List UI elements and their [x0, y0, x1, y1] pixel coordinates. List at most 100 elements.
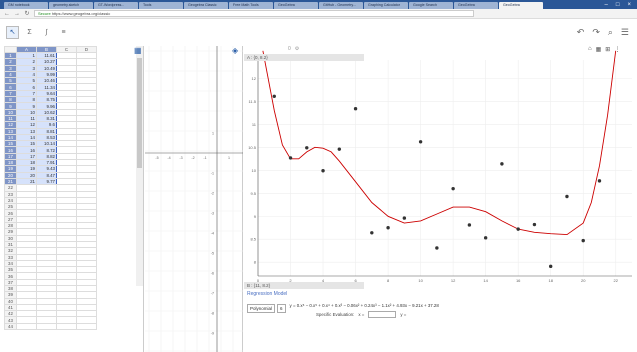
browser-tab[interactable]: Google Search	[409, 2, 453, 9]
close-icon[interactable]: ×	[627, 1, 631, 8]
browser-tab[interactable]: GitHub - Geometry...	[319, 2, 363, 9]
cell-empty[interactable]	[76, 316, 97, 324]
regression-curve[interactable]	[262, 50, 617, 236]
back-icon[interactable]: ←	[4, 10, 10, 17]
browser-tab[interactable]: Graphing Calculator	[364, 2, 408, 9]
home-icon[interactable]: ⌂	[588, 46, 592, 52]
point-b-label[interactable]: B : {11, 8.2}	[244, 282, 364, 289]
move-tool-icon[interactable]: ↖	[6, 26, 19, 39]
graphics-2-canvas[interactable]: -5-4-3-2-111-1-2-3-4-5-6-7-8-9-10	[145, 46, 243, 352]
data-point[interactable]	[467, 223, 472, 227]
cell-empty[interactable]	[76, 102, 97, 110]
sheet-row: 39	[4, 291, 97, 299]
browser-tab[interactable]: GeoGebra	[454, 2, 498, 9]
data-point[interactable]	[548, 264, 553, 269]
reload-icon[interactable]: ↻	[24, 11, 30, 17]
browser-tab[interactable]: Geogebra Classic	[184, 2, 228, 9]
cell-empty[interactable]	[76, 297, 97, 305]
data-point[interactable]	[418, 140, 423, 144]
cell-empty[interactable]	[76, 83, 97, 91]
data-point[interactable]	[353, 107, 358, 111]
model-select[interactable]: Polynomial	[247, 304, 276, 313]
sheet-row: 35	[4, 266, 97, 274]
y-tick-label: 12	[252, 76, 257, 81]
cell-empty[interactable]	[76, 77, 97, 85]
data-point[interactable]	[435, 246, 439, 250]
more-icon[interactable]: ⋮	[614, 47, 621, 53]
data-point[interactable]	[386, 226, 390, 230]
cell-empty[interactable]	[76, 253, 97, 261]
browser-tab[interactable]: GeoGebra	[499, 2, 543, 9]
cell-empty[interactable]	[76, 266, 97, 274]
redo-icon[interactable]: ↷	[592, 27, 600, 37]
cell-empty[interactable]	[76, 96, 97, 104]
graphics-style-icon[interactable]: ◈	[232, 46, 239, 55]
point-a-label[interactable]: A : {0, 8.2}	[244, 54, 364, 61]
cell-empty[interactable]	[76, 284, 97, 293]
cell-b[interactable]	[36, 322, 57, 331]
cell-empty[interactable]	[76, 121, 97, 129]
data-point[interactable]	[337, 147, 342, 151]
axes-icon[interactable]: ⊞	[605, 47, 611, 53]
data-point[interactable]	[272, 94, 276, 99]
cell-tool-icon[interactable]: Σ	[27, 29, 32, 36]
data-point[interactable]	[305, 146, 309, 150]
forward-icon[interactable]: →	[14, 10, 20, 17]
cell-empty[interactable]	[76, 272, 97, 280]
cell-empty[interactable]	[76, 64, 97, 72]
statistics-tool-icon[interactable]: ≡	[61, 29, 66, 36]
cell-empty[interactable]	[76, 322, 97, 331]
cell-empty[interactable]	[76, 303, 97, 312]
undo-icon[interactable]: ↶	[576, 27, 585, 37]
y-tick-label: -6	[211, 272, 214, 276]
browser-tab[interactable]: Free Math Tools	[229, 2, 273, 9]
data-point[interactable]	[532, 222, 537, 227]
graphics-view-2[interactable]: -5-4-3-2-111-1-2-3-4-5-6-7-8-9-10	[145, 46, 243, 352]
cell-empty[interactable]	[76, 310, 97, 318]
search-icon[interactable]: ⌕	[607, 27, 613, 37]
data-point[interactable]	[288, 156, 293, 160]
cell-empty[interactable]	[76, 70, 97, 79]
settings-icon[interactable]: ⚙	[294, 46, 300, 52]
browser-tab[interactable]: geometry.sketch	[49, 2, 93, 9]
graphics-1-canvas[interactable]: 0 2 4 6 8 10 12 14 16 18 20 22 8 8.5 9 9.5 10 10.5 11 11.5 1…	[244, 46, 637, 282]
data-point[interactable]	[565, 194, 569, 199]
cell-empty[interactable]	[76, 114, 97, 123]
data-point[interactable]	[500, 162, 504, 166]
data-point[interactable]	[483, 236, 488, 240]
cell-empty[interactable]	[76, 259, 97, 268]
sheet-row: 43	[4, 316, 97, 324]
data-point[interactable]	[451, 186, 455, 191]
data-point[interactable]	[402, 216, 407, 220]
cell-empty[interactable]	[76, 89, 97, 98]
sheet-row: 25	[4, 203, 97, 211]
spreadsheet-scrollbar[interactable]	[136, 46, 143, 286]
browser-tab[interactable]: GeoGebra	[274, 2, 318, 9]
data-point[interactable]	[597, 179, 602, 183]
browser-tab[interactable]: GT-Wordpress...	[94, 2, 138, 9]
specific-x-input[interactable]	[368, 311, 397, 318]
maximize-icon[interactable]: □	[615, 1, 620, 8]
browser-tab[interactable]: Tools	[139, 2, 183, 9]
cell-empty[interactable]	[56, 322, 77, 331]
data-point[interactable]	[516, 227, 520, 231]
cell-empty[interactable]	[76, 108, 97, 116]
url-field[interactable]: Secure https://www.geogebra.org/classic	[34, 10, 474, 17]
spreadsheet-style-icon[interactable]: ▦	[134, 46, 142, 55]
data-point[interactable]	[370, 231, 374, 235]
grid-icon[interactable]: ▦	[595, 47, 602, 53]
regression-tool-icon[interactable]: ∫	[45, 29, 48, 36]
data-point[interactable]	[321, 169, 325, 173]
data-point[interactable]	[581, 238, 585, 243]
browser-tab[interactable]: GM notebook	[4, 2, 48, 9]
menu-icon[interactable]: ☰	[620, 27, 629, 37]
cell-a[interactable]	[16, 322, 37, 331]
row-header[interactable]: 44	[4, 322, 17, 331]
cell-empty[interactable]	[76, 291, 97, 299]
x-tick-label: 8	[387, 278, 390, 282]
degree-select[interactable]: 6	[277, 304, 286, 313]
minimize-icon[interactable]: –	[604, 1, 608, 8]
cell-empty[interactable]	[76, 278, 97, 287]
cell-empty[interactable]	[76, 58, 97, 66]
scrollbar-thumb[interactable]	[137, 58, 142, 168]
